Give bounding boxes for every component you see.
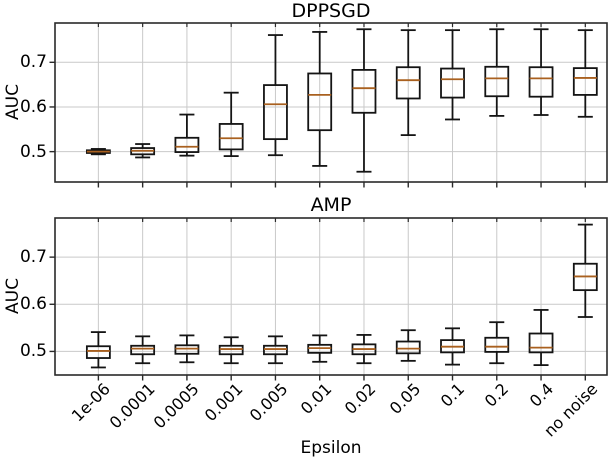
box-body [395, 66, 421, 100]
y-tick-label: 0.5 [19, 141, 47, 162]
y-tick-label: 0.6 [19, 96, 47, 117]
box-dppsgd-0.2 [484, 28, 510, 117]
box-body [218, 123, 244, 151]
box-dppsgd-0.4 [528, 28, 554, 116]
box-amp-0.2 [484, 321, 510, 365]
box-body [440, 67, 465, 99]
y-tick-label: 0.5 [19, 341, 47, 362]
x-axis-label: Epsilon [300, 438, 362, 458]
box-dppsgd-0.05 [395, 29, 421, 137]
box-amp-0.0005 [174, 334, 200, 364]
box-amp-0.001 [218, 336, 244, 365]
plot-title-dppsgd: DPPSGD [291, 0, 371, 22]
box-amp-0.1 [440, 327, 465, 366]
box-dppsgd-0.1 [440, 29, 465, 121]
box-amp-0.005 [263, 335, 288, 365]
box-body [130, 344, 156, 356]
y-tick-label: 0.6 [19, 294, 47, 315]
box-dppsgd-0.02 [351, 28, 377, 173]
box-dppsgd-0.0001 [130, 143, 156, 159]
plot-spine [54, 22, 608, 183]
box-dppsgd-0.005 [263, 34, 288, 157]
box-body [307, 72, 333, 132]
y-tick-label: 0.7 [19, 52, 47, 73]
box-dppsgd-0.0005 [174, 113, 200, 157]
box-amp-0.05 [395, 329, 421, 362]
box-body [351, 68, 377, 114]
box-body [174, 136, 200, 153]
box-amp-0.01 [307, 334, 333, 363]
box-body [218, 344, 244, 356]
box-dppsgd-1e-06 [85, 148, 111, 156]
box-amp-0.02 [351, 334, 377, 365]
box-body [263, 344, 288, 356]
box-body [85, 345, 111, 359]
box-amp-1e-06 [85, 331, 111, 369]
box-amp-0.4 [528, 309, 554, 366]
plot-title-amp: AMP [310, 194, 352, 216]
box-body [528, 332, 554, 354]
box-body [484, 65, 510, 98]
box-dppsgd-no-noise [572, 29, 598, 118]
box-body [528, 66, 554, 98]
box-amp-no-noise [572, 223, 598, 318]
box-dppsgd-0.001 [218, 91, 244, 157]
box-dppsgd-0.01 [307, 31, 333, 167]
box-amp-0.0001 [130, 335, 156, 365]
box-body [263, 84, 288, 141]
box-body [395, 340, 421, 355]
plot-spine [54, 217, 608, 376]
y-tick-label: 0.7 [19, 247, 47, 268]
box-body [484, 336, 510, 353]
box-body [174, 344, 200, 355]
box-body [572, 67, 598, 96]
